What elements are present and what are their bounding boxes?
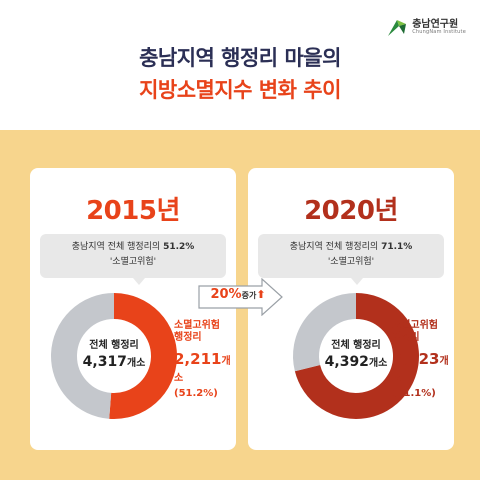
total-value-wrap: 4,317개소 (48, 354, 180, 370)
risk-value-wrap: 3,123개소 (392, 350, 454, 386)
right-arrow-icon (198, 278, 283, 316)
risk-percent: (51.2%) (174, 387, 218, 399)
total-unit: 개소 (368, 358, 388, 369)
risk-percent: (71.1%) (392, 387, 436, 399)
risk-value-wrap: 2,211개소 (174, 350, 236, 386)
risk-label: 소멸고위험 행정리 (174, 320, 220, 343)
other-slice (51, 293, 115, 419)
summary-pct: 71.1% (381, 242, 413, 252)
up-arrow-icon: ⬆ (256, 288, 266, 301)
donut-center: 전체 행정리 4,392개소 (290, 336, 422, 370)
card-2015: 2015년 충남지역 전체 행정리의 51.2% '소멸고위험' 전체 행정리 … (30, 168, 236, 450)
page-title-line2: 지방소멸지수 변화 추이 (139, 78, 341, 102)
summary-line2: '소멸고위험' (327, 257, 375, 267)
summary-line2: '소멸고위험' (109, 257, 157, 267)
summary-prefix: 충남지역 전체 행정리의 (289, 242, 382, 252)
summary-bubble: 충남지역 전체 행정리의 51.2% '소멸고위험' (40, 234, 226, 285)
summary-prefix: 충남지역 전체 행정리의 (71, 242, 164, 252)
donut-center: 전체 행정리 4,317개소 (48, 336, 180, 370)
risk-value: 3,123 (392, 350, 440, 368)
leaf-logo-icon (388, 20, 407, 36)
summary-bubble: 충남지역 전체 행정리의 71.1% '소멸고위험' (258, 234, 444, 285)
zigzag-divider (0, 118, 480, 130)
brand-subtitle: ChungNam Institute (412, 28, 466, 35)
change-word: 증가 (241, 291, 257, 300)
risk-unit: 개소 (174, 356, 231, 385)
year-label: 2015년 (86, 196, 180, 226)
total-value: 4,317 (82, 354, 127, 370)
change-value: 20% (210, 287, 242, 302)
risk-label: 소멸고위험 행정리 (392, 320, 438, 343)
brand-logo: 충남연구원 ChungNam Institute (386, 16, 466, 38)
year-label: 2020년 (304, 196, 398, 226)
card-2020: 2020년 충남지역 전체 행정리의 71.1% '소멸고위험' 전체 행정리 … (248, 168, 454, 450)
total-label: 전체 행정리 (89, 340, 139, 351)
total-label: 전체 행정리 (331, 340, 381, 351)
risk-slice (109, 293, 177, 419)
risk-slice (294, 293, 419, 419)
total-value: 4,392 (324, 354, 369, 370)
total-unit: 개소 (126, 358, 146, 369)
summary-pct: 51.2% (163, 242, 195, 252)
brand-name: 충남연구원 (412, 18, 459, 30)
other-slice (293, 293, 357, 372)
risk-annotation: 소멸고위험 행정리 3,123개소 (71.1%) (392, 320, 454, 399)
change-label: 20%증가⬆ (204, 287, 272, 302)
risk-value: 2,211 (174, 350, 222, 368)
donut-chart-2015 (51, 293, 177, 419)
page-title-line1: 충남지역 행정리 마을의 (139, 46, 341, 70)
risk-unit: 개소 (392, 356, 449, 385)
risk-annotation: 소멸고위험 행정리 2,211개소 (51.2%) (174, 320, 236, 399)
total-value-wrap: 4,392개소 (290, 354, 422, 370)
donut-chart-2020 (293, 293, 419, 419)
